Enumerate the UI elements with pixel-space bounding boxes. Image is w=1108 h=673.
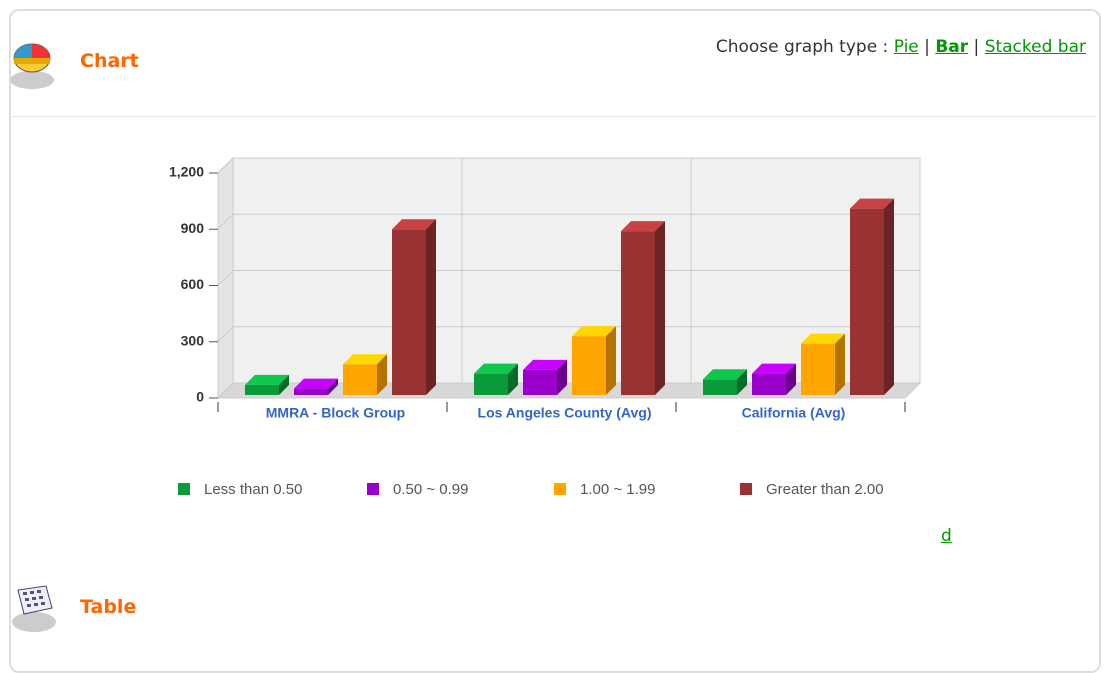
download-link[interactable]: d: [941, 526, 952, 546]
bar: [703, 369, 747, 395]
table-icon: [12, 585, 56, 632]
bar-top: [752, 363, 796, 374]
y-tick-label: 600: [181, 276, 205, 292]
bar: [621, 221, 665, 395]
bar-side: [786, 363, 796, 395]
legend-swatch: [178, 483, 190, 495]
page: {"header": {"title": "Chart", "graph_typ…: [9, 9, 1101, 673]
grid-line: [217, 382, 234, 399]
legend-label: Less than 0.50: [204, 481, 302, 498]
bar-front: [294, 388, 328, 395]
bar-top: [621, 221, 665, 232]
bar-front: [621, 231, 655, 395]
x-tick-label: Los Angeles County (Avg): [478, 405, 652, 421]
grid-line: [217, 270, 234, 286]
legend-swatch: [554, 483, 566, 495]
bar-side: [606, 326, 616, 395]
legend-swatch: [367, 483, 379, 495]
bar-side: [884, 198, 894, 395]
legend-swatch: [740, 483, 752, 495]
bar: [343, 354, 387, 395]
bar: [245, 374, 289, 395]
bar: [392, 219, 436, 395]
bar-front: [572, 336, 606, 395]
bar-side: [377, 354, 387, 395]
y-tick-label: 1,200: [169, 164, 204, 180]
separator-line: [9, 116, 1097, 117]
bar-link[interactable]: Bar: [935, 37, 968, 57]
chooser-label: Choose graph type :: [715, 37, 889, 57]
graph-type-chooser: Choose graph type : Pie | Bar | Stacked …: [716, 37, 1086, 57]
bar-side: [328, 378, 338, 395]
bar-top: [703, 369, 747, 380]
bar-front: [245, 384, 279, 395]
bar-side: [279, 374, 289, 395]
x-tick-label: MMRA - Block Group: [266, 405, 405, 421]
grid-line: [217, 157, 234, 174]
bar: [294, 378, 338, 395]
bar-top: [850, 198, 894, 209]
legend-label: 0.50 ~ 0.99: [393, 481, 468, 498]
bar-top: [343, 354, 387, 365]
bar: [752, 363, 796, 395]
bar: [474, 363, 518, 395]
grid-line: [217, 213, 234, 230]
bar-front: [474, 373, 508, 395]
bar-top: [474, 363, 518, 374]
pie-link[interactable]: Pie: [893, 37, 919, 57]
bar-front: [752, 373, 786, 395]
bar: [801, 333, 845, 395]
grid-line: [217, 326, 234, 343]
bar-top: [523, 359, 567, 370]
bar-side: [557, 359, 567, 395]
bar-side: [508, 363, 518, 395]
bar: [572, 326, 616, 395]
bar-side: [426, 219, 436, 395]
stacked-bar-link[interactable]: Stacked bar: [984, 37, 1086, 57]
divider: |: [924, 37, 930, 57]
y-tick-label: 0: [196, 389, 204, 405]
legend-label: Greater than 2.00: [766, 481, 884, 498]
bar-front: [801, 343, 835, 395]
bar-front: [392, 229, 426, 395]
y-tick-label: 900: [181, 220, 205, 236]
divider: |: [973, 37, 980, 57]
bar-top: [392, 219, 436, 230]
x-tick-label: California (Avg): [742, 405, 846, 421]
y-tick-label: 300: [181, 332, 205, 348]
bar-side: [655, 221, 665, 395]
chart: 0 300 600 900 1,200 MMRA - Block Group Los Ang…: [169, 156, 922, 498]
bar-front: [523, 369, 557, 395]
bar-top: [801, 333, 845, 344]
bar-top: [245, 374, 289, 385]
bar-side: [835, 333, 845, 395]
bar-front: [343, 364, 377, 395]
bar: [523, 359, 567, 395]
legend-label: 1.00 ~ 1.99: [580, 481, 655, 498]
bar: [850, 198, 894, 395]
bar-front: [703, 379, 737, 395]
bar-front: [850, 208, 884, 395]
bar-top: [294, 378, 338, 389]
bar-side: [737, 369, 747, 395]
chart-icon: [10, 43, 54, 89]
section-title: Table: [80, 596, 137, 618]
section-title: Chart: [80, 50, 139, 72]
bar-link-text: Bar: [935, 37, 969, 57]
bar-top: [572, 326, 616, 337]
